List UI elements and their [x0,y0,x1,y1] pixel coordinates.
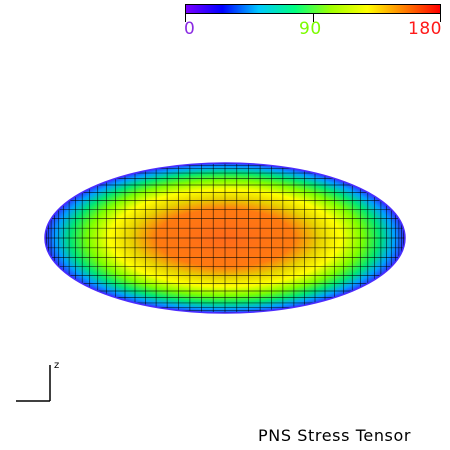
colorbar [185,4,441,14]
ellipsoid-rim [44,162,406,314]
ellipsoid-mesh [45,163,405,313]
plot-caption: PNS Stress Tensor [258,426,412,445]
colorbar-mid-label: 90 [299,19,322,39]
colorbar-tick-min [185,14,186,22]
colorbar-min-label: 0 [184,19,196,39]
colorbar-tick-max [440,14,441,22]
colorbar-tick-mid [313,14,314,22]
axis-z-label: z [54,360,59,371]
colorbar-max-label: 180 [408,19,442,39]
